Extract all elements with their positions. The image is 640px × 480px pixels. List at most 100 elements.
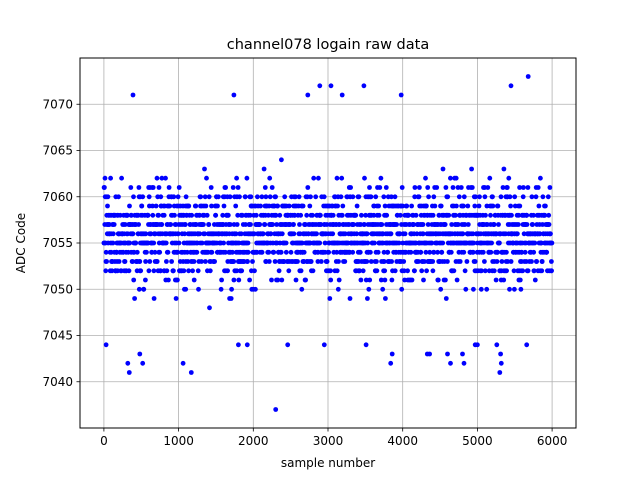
data-point [267, 194, 273, 200]
data-point [138, 268, 144, 274]
data-point [266, 203, 272, 209]
data-point [247, 212, 253, 218]
data-point [172, 212, 177, 218]
data-point [159, 175, 165, 181]
data-point [497, 240, 502, 246]
y-tick-label: 7065 [42, 144, 73, 158]
data-point [103, 249, 109, 255]
data-point [504, 249, 509, 255]
data-point [317, 240, 323, 246]
data-point [273, 194, 278, 200]
data-point [197, 231, 203, 237]
data-point [109, 268, 115, 274]
data-point [462, 268, 468, 274]
data-point [199, 259, 204, 264]
data-point [373, 194, 379, 200]
data-point [421, 277, 426, 283]
data-point [487, 175, 493, 181]
data-point [283, 249, 289, 255]
data-point [146, 268, 152, 274]
data-point [490, 194, 495, 200]
data-point [424, 203, 429, 209]
data-point [549, 268, 554, 274]
data-point [150, 212, 156, 218]
data-point [412, 194, 418, 200]
data-point [151, 296, 157, 301]
data-point [435, 277, 441, 283]
data-point [318, 259, 324, 264]
data-point [429, 240, 435, 246]
data-point [117, 212, 123, 218]
data-point [267, 175, 273, 181]
data-point [150, 185, 156, 190]
data-point [234, 175, 240, 181]
data-point [182, 222, 188, 227]
data-point [519, 249, 525, 255]
data-point [540, 222, 545, 227]
data-point [501, 166, 507, 172]
data-point [158, 268, 164, 274]
data-point [229, 286, 235, 292]
data-point-outlier [508, 83, 514, 89]
data-point-outlier [180, 360, 186, 366]
data-point [401, 268, 407, 274]
data-point [470, 249, 476, 255]
data-point [136, 222, 142, 227]
data-point [166, 277, 171, 283]
y-axis-label: ADC Code [14, 213, 28, 273]
data-point [500, 185, 506, 190]
data-point-outlier [244, 342, 250, 348]
data-point [412, 185, 418, 190]
data-point [316, 175, 321, 181]
data-point [262, 222, 268, 227]
data-point [482, 194, 488, 200]
data-point [195, 268, 201, 274]
data-point [103, 268, 109, 274]
data-point [512, 286, 517, 292]
data-point [547, 185, 553, 190]
data-point [301, 249, 307, 255]
data-point [409, 277, 415, 283]
data-point [233, 231, 239, 237]
data-point [546, 222, 552, 227]
data-point [347, 296, 353, 301]
data-point [116, 259, 122, 264]
data-point [453, 212, 458, 218]
data-point [529, 259, 534, 264]
data-point [133, 240, 139, 246]
data-point [488, 212, 493, 218]
data-point [538, 240, 544, 246]
data-point [505, 259, 511, 264]
data-point [268, 231, 274, 237]
data-point [248, 222, 253, 227]
data-point [363, 277, 369, 283]
data-point [376, 203, 381, 209]
data-point [524, 212, 530, 218]
data-point [186, 203, 192, 209]
data-point-outlier [137, 351, 143, 357]
data-point-outlier [497, 370, 503, 375]
data-point [430, 268, 436, 274]
data-point [330, 212, 336, 218]
data-point [515, 222, 521, 227]
data-point [303, 222, 308, 227]
data-point [279, 231, 285, 237]
data-point [269, 185, 275, 190]
data-point [367, 277, 373, 283]
data-point [479, 268, 484, 274]
data-point-outlier [231, 92, 237, 98]
data-point [126, 268, 132, 274]
data-point [445, 194, 451, 200]
y-tick-label: 7055 [42, 236, 73, 250]
data-point [242, 194, 248, 200]
data-point [350, 194, 356, 200]
data-point [293, 277, 299, 283]
data-point [512, 194, 518, 200]
data-point [275, 203, 280, 209]
data-point [151, 240, 157, 246]
data-point [542, 212, 548, 218]
data-point [335, 286, 341, 292]
data-point [506, 175, 512, 181]
data-point [520, 268, 526, 274]
data-point [537, 231, 543, 237]
